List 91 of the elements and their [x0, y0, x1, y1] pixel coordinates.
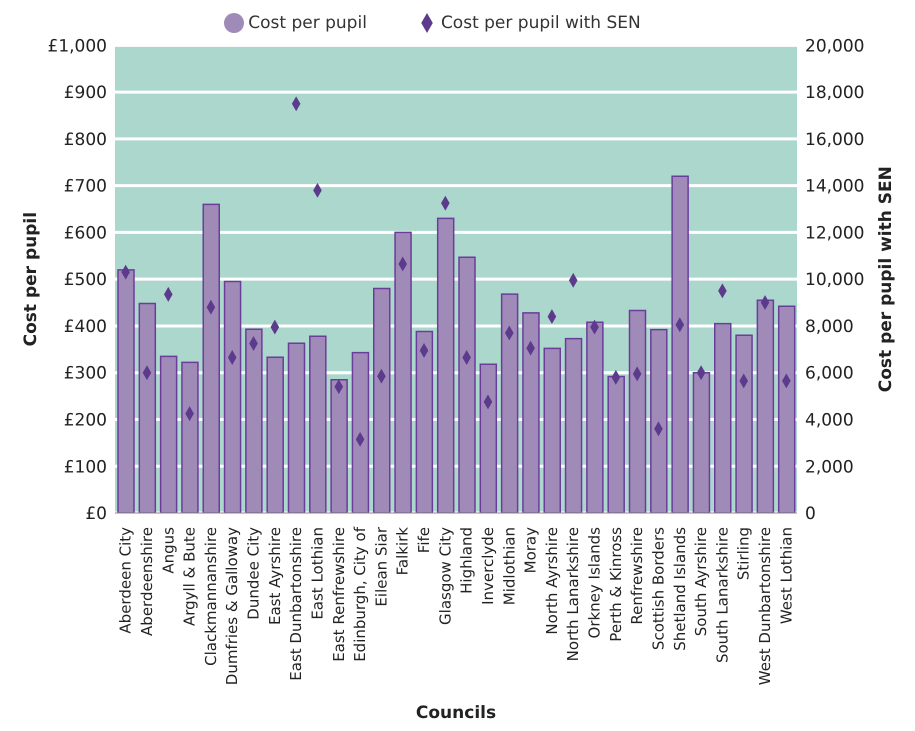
bar [352, 352, 370, 513]
x-tick-label: Edinburgh, City of [351, 526, 370, 662]
bar [394, 232, 412, 513]
y-tick-label: £700 [64, 176, 107, 197]
bar [586, 321, 604, 513]
legend-label: Cost per pupil [248, 13, 367, 33]
x-tick-label: Orkney Islands [586, 526, 604, 638]
y2-tick-label: 18,000 [805, 83, 864, 104]
bar [778, 306, 796, 513]
bar [181, 362, 199, 513]
x-tick-label: East Renfrewshire [330, 527, 348, 662]
y-tick-label: £600 [64, 223, 107, 244]
bar [692, 372, 710, 513]
x-tick-label: Aberdeen City [116, 526, 135, 634]
bar [436, 218, 454, 513]
y-tick-label: £200 [64, 410, 107, 431]
bar [373, 288, 390, 513]
x-tick-label: Dumfries & Galloway [223, 526, 242, 686]
y2-tick-label: 2,000 [805, 457, 854, 478]
x-tick-label: Eilean Siar [372, 526, 390, 607]
bar [628, 310, 646, 513]
x-tick-label: Renfrewshire [628, 527, 646, 625]
x-tick-label: East Ayrshire [266, 527, 284, 625]
bar [607, 376, 625, 513]
bar [202, 204, 220, 513]
y-tick-label: £400 [64, 316, 107, 337]
x-tick-label: Highland [458, 527, 476, 594]
x-tick-label: Perth & Kinross [606, 526, 625, 642]
bar [756, 299, 774, 513]
y2-tick-label: 16,000 [805, 130, 864, 150]
x-tick-label: Shetland Islands [670, 526, 689, 651]
y-tick-label: £0 [85, 504, 107, 524]
y-tick-label: £100 [64, 457, 107, 478]
y-tick-label: £800 [64, 130, 107, 150]
y-tick-label: £300 [64, 364, 107, 384]
x-tick-label: South Ayrshire [692, 527, 710, 636]
x-axis-title: Councils [416, 703, 496, 723]
x-tick-label: South Lanarkshire [713, 527, 732, 664]
x-tick-label: Aberdeenshire [138, 527, 156, 636]
y2-tick-label: 10,000 [805, 270, 864, 290]
legend-label: Cost per pupil with SEN [440, 13, 641, 33]
x-tick-label: North Ayrshire [542, 527, 561, 635]
x-tick-label: Moray [522, 526, 540, 574]
y2-tick-label: 20,000 [805, 36, 864, 56]
x-tick-label: Angus [159, 526, 178, 574]
y-tick-label: £500 [64, 270, 107, 290]
x-tick-label: East Lothian [308, 527, 326, 620]
bar [416, 330, 434, 513]
bar [544, 348, 561, 513]
x-tick-label: Dundee City [244, 526, 263, 620]
x-tick-label: West Dunbartonshire [756, 527, 774, 686]
bar [522, 312, 540, 513]
bar [458, 256, 476, 513]
bar [500, 293, 518, 513]
x-tick-label: East Dunbartonshire [287, 527, 306, 681]
x-tick-label: Falkirk [394, 526, 412, 576]
y2-tick-label: 6,000 [805, 364, 854, 384]
bar [650, 328, 668, 513]
x-tick-label: Fife [415, 527, 434, 554]
x-tick-label: West Lothian [777, 527, 796, 624]
x-tick-label: North Lanarkshire [564, 527, 582, 662]
bar [160, 356, 178, 513]
y2-tick-label: 8,000 [805, 316, 854, 337]
x-tick-label: Argyll & Bute [180, 527, 199, 626]
x-tick-label: Stirling [734, 527, 753, 580]
bar [266, 356, 284, 513]
y2-tick-label: 14,000 [805, 176, 864, 197]
bar [288, 342, 306, 513]
bar [564, 338, 582, 513]
bar [330, 378, 348, 513]
y-tick-label: £1,000 [48, 36, 107, 56]
bar [117, 269, 135, 513]
y2-tick-label: 12,000 [805, 223, 864, 244]
bar [224, 280, 242, 513]
y-axis-title: Cost per pupil [21, 212, 42, 346]
bar [309, 335, 327, 513]
bar [245, 328, 263, 513]
y2-tick-label: 4,000 [805, 410, 854, 431]
bar [735, 334, 753, 513]
x-tick-label: Clackmannanshire [202, 527, 220, 666]
x-tick-label: Glasgow City [436, 526, 454, 625]
y2-tick-label: 0 [805, 504, 816, 524]
bar [480, 364, 498, 513]
bar [671, 176, 689, 513]
bar [138, 302, 156, 513]
bar [714, 322, 732, 513]
x-tick-label: Scottish Borders [649, 526, 668, 650]
x-tick-label: Midlothian [500, 527, 518, 606]
y-tick-label: £900 [64, 83, 107, 104]
y2-axis-title: Cost per pupil with SEN [876, 166, 896, 392]
x-tick-label: Inverclyde [478, 527, 497, 605]
